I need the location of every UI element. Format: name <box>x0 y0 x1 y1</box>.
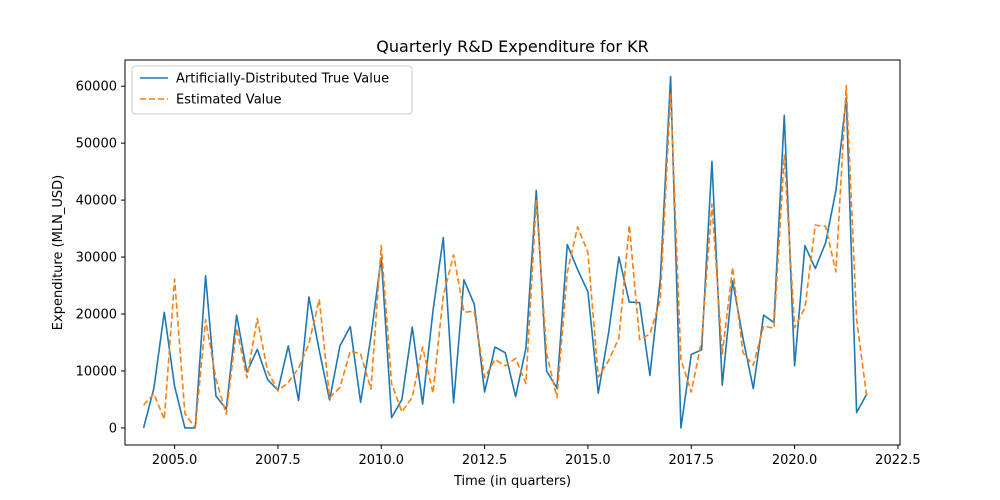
series-line-true-value <box>142 75 868 429</box>
y-tick-label: 20000 <box>76 308 117 323</box>
chart-title: Quarterly R&D Expenditure for KR <box>376 37 648 56</box>
legend-label-true-value: Artificially-Distributed True Value <box>176 72 389 87</box>
y-tick-label: 60000 <box>76 80 117 95</box>
y-tick-label: 40000 <box>76 194 117 209</box>
plot-area <box>142 75 868 429</box>
y-tick-label: 30000 <box>76 251 117 266</box>
x-tick-label: 2010.0 <box>359 453 405 468</box>
y-tick-label: 10000 <box>76 364 117 379</box>
legend-label-estimated-value: Estimated Value <box>176 93 282 108</box>
x-tick-label: 2020.0 <box>772 453 818 468</box>
y-tick-label: 0 <box>109 421 117 436</box>
x-axis-ticks: 2005.0 2007.5 2010.0 2012.5 2015.0 2017.5 2020… <box>152 445 921 468</box>
x-tick-label: 2005.0 <box>152 453 198 468</box>
x-tick-label: 2007.5 <box>255 453 301 468</box>
legend: Artificially-Distributed True Value Esti… <box>131 65 413 115</box>
y-axis-label: Expenditure (MLN_USD) <box>51 175 66 330</box>
x-tick-label: 2022.5 <box>875 453 921 468</box>
plot-frame <box>124 59 901 446</box>
series-line-estimated-value <box>143 84 868 429</box>
y-axis-ticks: 0 10000 20000 30000 40000 50000 60000 <box>76 80 125 436</box>
y-tick-label: 50000 <box>76 137 117 152</box>
x-tick-label: 2012.5 <box>462 453 508 468</box>
x-tick-label: 2017.5 <box>669 453 715 468</box>
x-tick-label: 2015.0 <box>565 453 611 468</box>
legend-box <box>131 65 413 115</box>
x-axis-label: Time (in quarters) <box>453 474 571 489</box>
